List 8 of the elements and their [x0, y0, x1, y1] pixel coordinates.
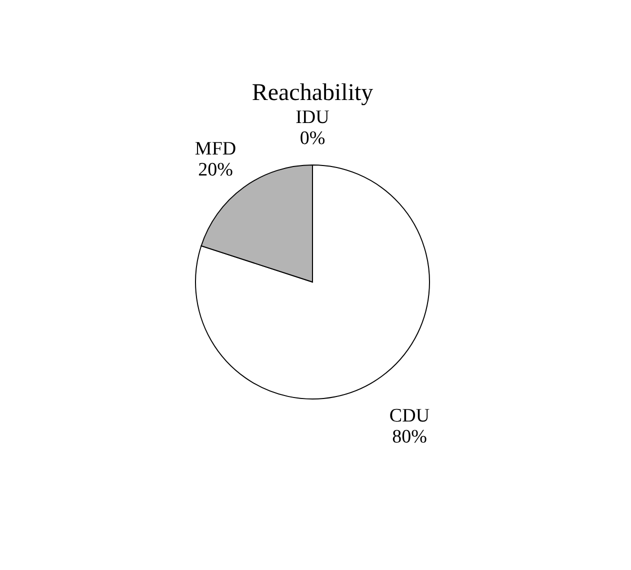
- chart-title: Reachability: [252, 80, 374, 106]
- category-label: IDU: [296, 107, 330, 128]
- pie-slice: [195, 164, 430, 400]
- slice-label: CDU: [389, 405, 430, 426]
- text: 0%: [300, 128, 326, 149]
- data-label: 80%: [392, 426, 428, 448]
- slice-label: MFD: [194, 138, 236, 160]
- data-label: 20%: [198, 160, 234, 181]
